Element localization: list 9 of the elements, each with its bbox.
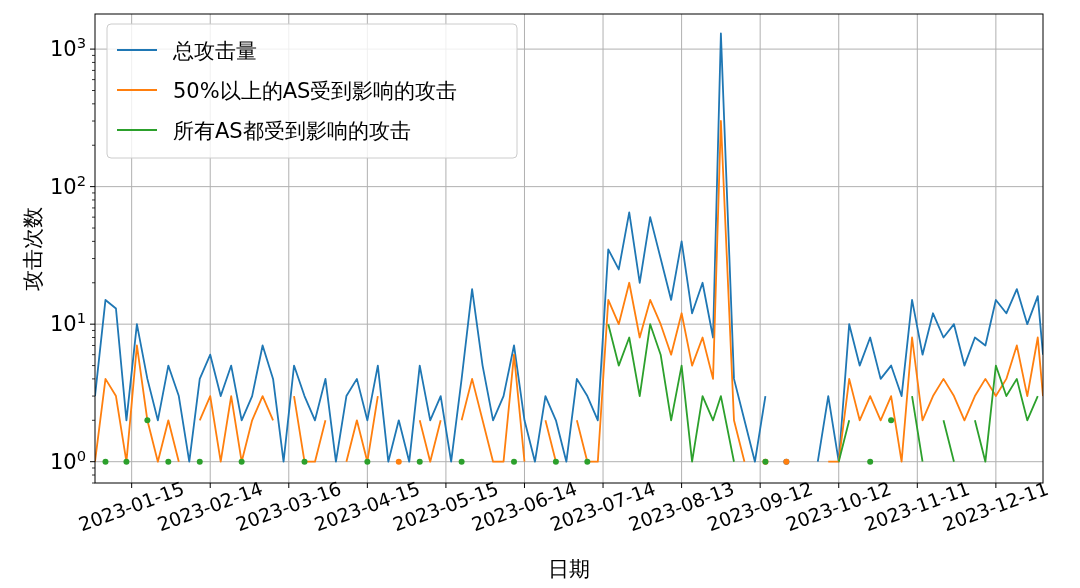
y-tick-label: 10$^{1}$ xyxy=(49,308,86,337)
y-tick-label: 10$^{2}$ xyxy=(49,171,86,199)
y-tick-label: 10$^{3}$ xyxy=(49,33,86,62)
y-axis-title: 攻击次数 xyxy=(21,206,45,291)
x-axis-title: 日期 xyxy=(548,557,590,581)
y-tick-label: 10$^{0}$ xyxy=(49,446,86,474)
legend-label: 50%以上的AS受到影响的攻击 xyxy=(173,79,458,103)
legend-label: 所有AS都受到影响的攻击 xyxy=(173,119,411,143)
legend-label: 总攻击量 xyxy=(172,39,257,63)
